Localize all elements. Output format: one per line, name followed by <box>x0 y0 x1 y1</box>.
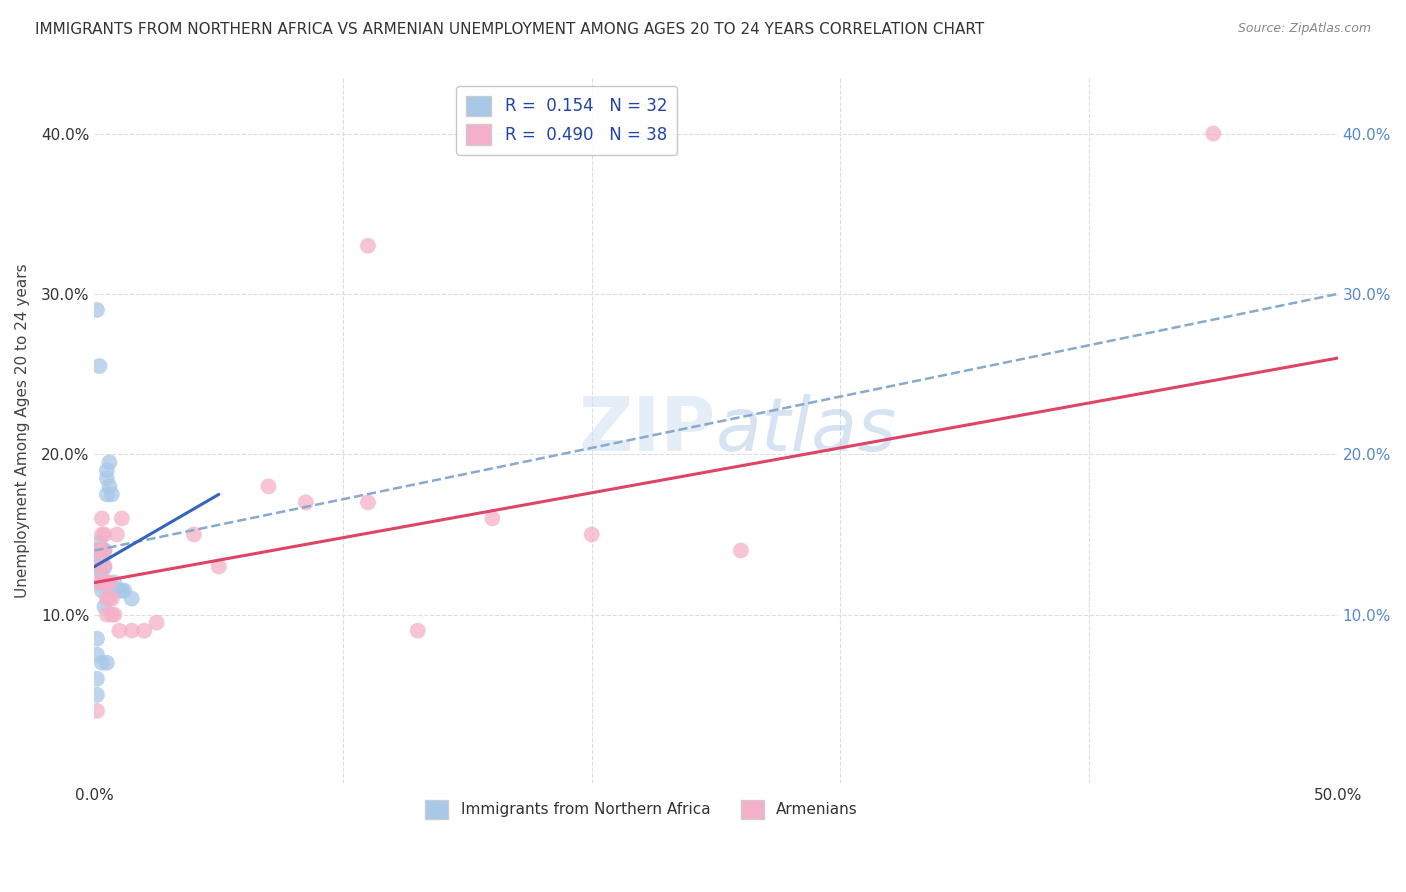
Point <box>101 487 124 501</box>
Point <box>105 527 128 541</box>
Point <box>93 575 115 590</box>
Point <box>89 543 111 558</box>
Point <box>98 575 121 590</box>
Point <box>257 479 280 493</box>
Point <box>134 624 156 638</box>
Point <box>208 559 231 574</box>
Point <box>481 511 503 525</box>
Point <box>98 455 121 469</box>
Point <box>96 463 118 477</box>
Point <box>96 575 118 590</box>
Point <box>90 575 112 590</box>
Point <box>93 575 115 590</box>
Point <box>90 551 112 566</box>
Point <box>93 543 115 558</box>
Point <box>93 543 115 558</box>
Point <box>89 559 111 574</box>
Point <box>108 624 131 638</box>
Point <box>89 359 111 373</box>
Point <box>86 559 108 574</box>
Point <box>86 648 108 662</box>
Point <box>90 511 112 525</box>
Point <box>357 239 380 253</box>
Text: ZIP: ZIP <box>579 393 716 467</box>
Point <box>121 591 143 606</box>
Point <box>93 575 115 590</box>
Point <box>89 535 111 549</box>
Legend: Immigrants from Northern Africa, Armenians: Immigrants from Northern Africa, Armenia… <box>419 794 863 825</box>
Point <box>112 583 135 598</box>
Point <box>90 656 112 670</box>
Point <box>90 583 112 598</box>
Point <box>86 688 108 702</box>
Point <box>295 495 318 509</box>
Text: Source: ZipAtlas.com: Source: ZipAtlas.com <box>1237 22 1371 36</box>
Point <box>98 479 121 493</box>
Point <box>103 607 125 622</box>
Point <box>101 591 124 606</box>
Point <box>86 302 108 317</box>
Point <box>96 471 118 485</box>
Point <box>111 511 134 525</box>
Point <box>90 527 112 541</box>
Point <box>93 599 115 614</box>
Point <box>90 543 112 558</box>
Point <box>105 583 128 598</box>
Point <box>96 656 118 670</box>
Point <box>108 583 131 598</box>
Point <box>86 672 108 686</box>
Point <box>86 543 108 558</box>
Point <box>93 527 115 541</box>
Point <box>86 575 108 590</box>
Point <box>98 591 121 606</box>
Point <box>183 527 205 541</box>
Point <box>101 607 124 622</box>
Point <box>406 624 429 638</box>
Point <box>581 527 603 541</box>
Point <box>96 591 118 606</box>
Point <box>93 559 115 574</box>
Text: atlas: atlas <box>716 394 897 467</box>
Point <box>1202 127 1225 141</box>
Point <box>357 495 380 509</box>
Text: IMMIGRANTS FROM NORTHERN AFRICA VS ARMENIAN UNEMPLOYMENT AMONG AGES 20 TO 24 YEA: IMMIGRANTS FROM NORTHERN AFRICA VS ARMEN… <box>35 22 984 37</box>
Point <box>145 615 167 630</box>
Point <box>96 607 118 622</box>
Point <box>89 559 111 574</box>
Point <box>730 543 752 558</box>
Point <box>121 624 143 638</box>
Point <box>90 567 112 582</box>
Point <box>93 559 115 574</box>
Point <box>111 583 134 598</box>
Point <box>103 575 125 590</box>
Point <box>96 487 118 501</box>
Point <box>86 704 108 718</box>
Point <box>86 543 108 558</box>
Y-axis label: Unemployment Among Ages 20 to 24 years: Unemployment Among Ages 20 to 24 years <box>15 263 30 598</box>
Point <box>86 632 108 646</box>
